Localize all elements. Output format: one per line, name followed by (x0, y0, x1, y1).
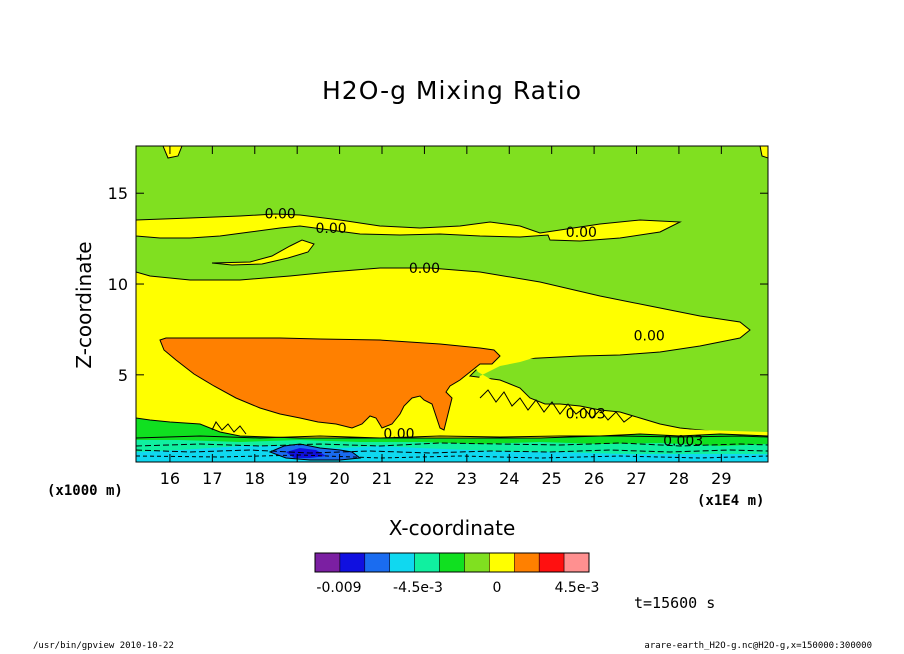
colorbar: -0.009 -4.5e-3 0 4.5e-3 (314, 552, 600, 596)
x-tick-label: 27 (626, 469, 646, 488)
y-axis-label: Z-coordinate (72, 241, 96, 369)
dashed-contour (136, 454, 768, 459)
y-tick-label: 10 (108, 275, 128, 294)
y-tick-label: 5 (118, 366, 128, 385)
plot-frame (135, 145, 769, 463)
top-patch-left (162, 146, 183, 159)
x-tick-label: 23 (457, 469, 477, 488)
colorbar-swatch (538, 552, 565, 573)
x-tick-label: 26 (584, 469, 604, 488)
orange-core (159, 337, 501, 431)
x-tick-label: 28 (669, 469, 689, 488)
contour-labels: 0.00 0.00 0.00 0.00 0.00 0.00 0.003 0.003 (265, 207, 704, 450)
footer-command: /usr/bin/gpview 2010-10-22 (33, 641, 174, 651)
colorbar-swatch (514, 552, 540, 573)
x-tick-label: 18 (245, 469, 265, 488)
upper-moist-band (136, 213, 682, 242)
time-label: t=15600 s (634, 594, 716, 612)
footer-source: arare-earth_H2O-g.nc@H2O-g,x=150000:3000… (644, 641, 872, 651)
contour-lines (136, 389, 768, 459)
contour-fills (136, 146, 768, 462)
colorbar-swatch (439, 552, 465, 573)
x-tick-label: 29 (711, 469, 731, 488)
colorbar-swatch (364, 552, 390, 573)
x-unit-right: (x1E4 m) (697, 493, 765, 509)
colorbar-label: -4.5e-3 (393, 580, 443, 596)
contour-label: 0.003 (663, 434, 703, 450)
x-tick-label: 20 (329, 469, 349, 488)
colorbar-swatch (339, 552, 366, 573)
contour-label: 0.00 (383, 426, 414, 442)
colorbar-swatch (563, 552, 590, 573)
jagged-contour (479, 389, 633, 423)
colorbar-label: 4.5e-3 (555, 580, 600, 596)
jagged-contour (211, 421, 247, 435)
colorbar-swatch (389, 552, 415, 573)
contour-label: 0.00 (409, 261, 440, 277)
chart-title: H2O-g Mixing Ratio (321, 76, 583, 105)
contour-label: 0.00 (265, 207, 296, 223)
contour-label: 0.00 (634, 328, 665, 344)
x-tick-label: 16 (160, 469, 180, 488)
y-tick-label: 15 (108, 184, 128, 203)
colorbar-swatch (464, 552, 490, 573)
colorbar-frame (314, 552, 590, 573)
colorbar-label: -0.009 (316, 580, 361, 596)
dashed-contour (136, 442, 768, 447)
x-axis-label: X-coordinate (388, 516, 516, 540)
x-unit-left: (x1000 m) (47, 483, 123, 499)
contour-label: 0.00 (566, 225, 597, 241)
x-tick-label: 21 (372, 469, 392, 488)
x-tick-label: 22 (414, 469, 434, 488)
x-tick-label: 17 (202, 469, 222, 488)
contour-label: 0.003 (566, 406, 606, 422)
x-axis-ticks: 16 17 18 19 20 21 22 23 24 25 26 27 28 29 (160, 146, 732, 488)
colorbar-swatch (314, 552, 341, 573)
x-tick-label: 24 (499, 469, 519, 488)
contour-line (136, 435, 768, 439)
top-patch-right (759, 146, 768, 159)
colorbar-label: 0 (493, 580, 502, 596)
y-axis-ticks: 5 10 15 (108, 184, 768, 385)
colorbar-swatch (414, 552, 440, 573)
thin-moist-streak (211, 239, 315, 266)
contour-label: 0.00 (316, 221, 347, 237)
x-tick-label: 25 (541, 469, 561, 488)
dashed-contour (136, 449, 768, 454)
moist-layer-left-lip (136, 340, 768, 462)
colorbar-swatch (489, 552, 515, 573)
x-tick-label: 19 (287, 469, 307, 488)
dry-core-cell (286, 448, 326, 458)
